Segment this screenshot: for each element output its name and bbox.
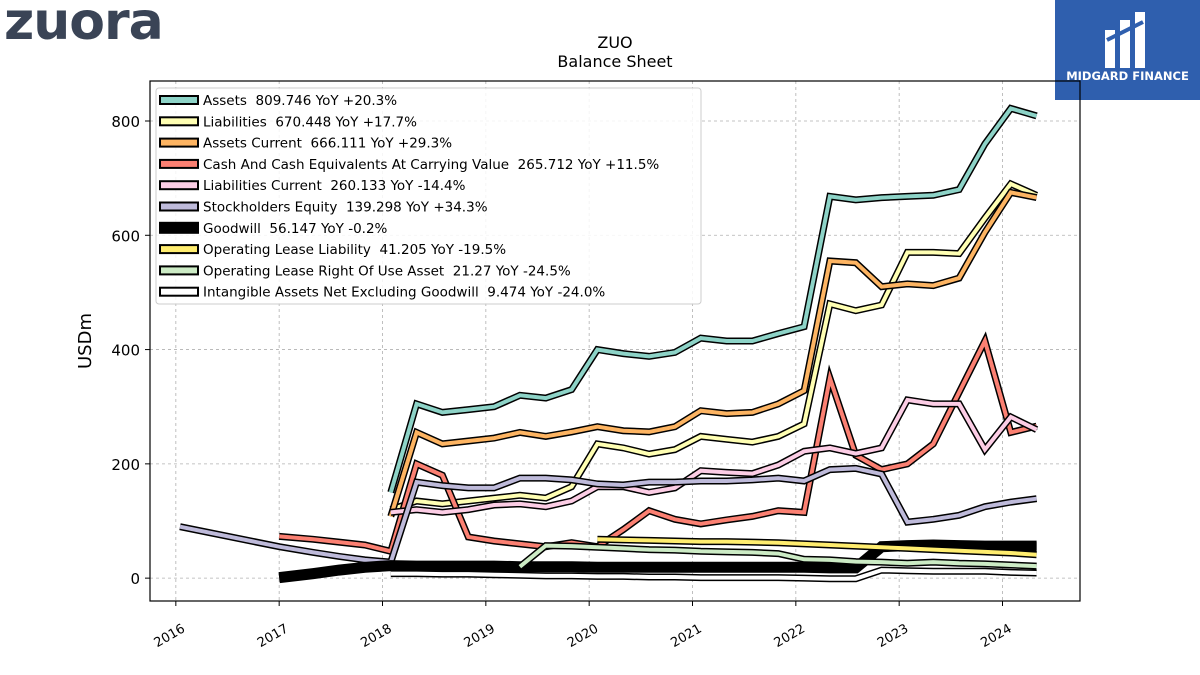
series-line-9	[390, 568, 1037, 581]
badge-text: MIDGARD FINANCE	[1066, 69, 1189, 83]
x-tick-label: 2020	[565, 621, 601, 651]
legend-box	[155, 87, 702, 305]
legend-swatch-6	[159, 221, 199, 234]
legend-label-0: Assets 809.746 YoY +20.3%	[203, 93, 397, 109]
y-tick-label: 600	[111, 227, 140, 245]
midgard-finance-badge: MIDGARD FINANCE	[1055, 0, 1200, 100]
y-tick-label: 200	[111, 456, 140, 474]
y-tick-label: 0	[130, 570, 140, 588]
x-tick-label: 2024	[978, 621, 1014, 651]
legend-swatch-7	[159, 244, 199, 255]
legend-label-1: Liabilities 670.448 YoY +17.7%	[203, 114, 417, 130]
x-tick-label: 2018	[358, 621, 394, 651]
x-tick-label: 2022	[772, 621, 808, 651]
x-tick-label: 2016	[152, 621, 188, 651]
legend-label-2: Assets Current 666.111 YoY +29.3%	[203, 136, 452, 152]
chart-title-block: ZUO Balance Sheet	[0, 33, 1200, 71]
legend-swatch-8	[159, 265, 199, 276]
legend-swatch-9	[159, 286, 199, 297]
legend-swatch-4	[159, 180, 199, 191]
y-axis-label: USDm	[75, 313, 96, 369]
y-tick-label: 800	[111, 113, 140, 131]
zuora-logo: zuora	[4, 0, 164, 52]
legend-swatch-3	[159, 158, 199, 169]
series-line-8	[518, 543, 1037, 569]
legend-label-9: Intangible Assets Net Excluding Goodwill…	[203, 285, 605, 301]
series-line-2	[388, 190, 1037, 517]
legend-label-8: Operating Lease Right Of Use Asset 21.27…	[203, 263, 571, 279]
legend-swatch-5	[159, 201, 199, 212]
x-tick-label: 2017	[255, 621, 291, 651]
series-line-0	[388, 106, 1038, 493]
series-line-1	[390, 181, 1038, 512]
plot-frame	[149, 80, 1081, 602]
x-tick-label: 2019	[462, 621, 498, 651]
series-line-3	[279, 335, 1038, 554]
chart-title: ZUO	[597, 33, 633, 52]
midgard-logo-icon	[1105, 12, 1145, 68]
y-tick-label: 400	[111, 342, 140, 360]
legend-swatch-0	[159, 95, 199, 105]
x-tick-label: 2023	[875, 621, 911, 651]
x-tick-label: 2021	[668, 621, 704, 651]
legend-label-4: Liabilities Current 260.133 YoY -14.4%	[203, 178, 466, 194]
legend-label-7: Operating Lease Liability 41.205 YoY -19…	[203, 242, 506, 258]
chart-subtitle: Balance Sheet	[557, 52, 673, 71]
legend-label-6: Goodwill 56.147 YoY -0.2%	[203, 221, 388, 237]
series-line-4	[390, 397, 1038, 515]
series-line-7	[597, 537, 1037, 557]
legend-label-3: Cash And Cash Equivalents At Carrying Va…	[203, 157, 659, 173]
legend-swatch-2	[159, 137, 199, 148]
legend-label-5: Stockholders Equity 139.298 YoY +34.3%	[203, 200, 488, 216]
legend-swatch-1	[159, 116, 199, 127]
